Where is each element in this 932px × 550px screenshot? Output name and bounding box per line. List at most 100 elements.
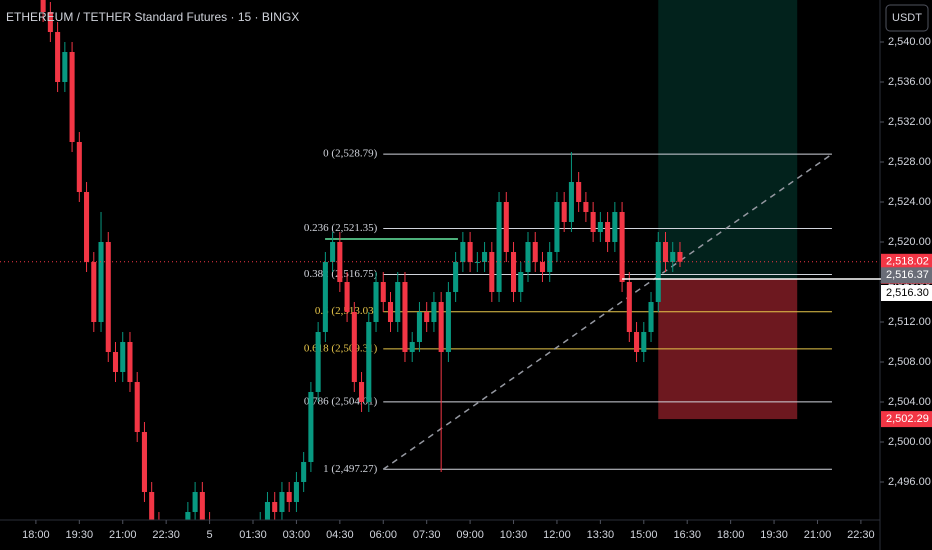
- x-tick-label: 19:30: [760, 529, 788, 541]
- plot-area: 0 (2,528.79)0.236 (2,521.35)0.382 (2,516…: [40, 0, 833, 520]
- candle-body: [482, 252, 488, 262]
- candle-body: [359, 382, 365, 402]
- y-tick-label: 2,520.00: [888, 236, 931, 248]
- candle-body: [576, 182, 582, 202]
- candle-body: [626, 282, 632, 332]
- candle-body: [293, 482, 299, 502]
- y-tick-label: 2,536.00: [888, 76, 931, 88]
- candle-body: [641, 332, 647, 352]
- y-tick-label: 2,504.00: [888, 396, 931, 408]
- candle-body: [525, 242, 531, 272]
- candle-body: [141, 432, 147, 492]
- x-tick-label: 22:30: [152, 529, 180, 541]
- candle-body: [503, 202, 509, 252]
- candle-body: [185, 512, 191, 520]
- x-tick-label: 12:00: [543, 529, 571, 541]
- candle-body: [445, 292, 451, 352]
- x-tick-label: 01:30: [239, 529, 267, 541]
- x-tick-label: 03:00: [283, 529, 311, 541]
- fib-label: 0 (2,528.79): [323, 148, 377, 160]
- candle-body: [409, 342, 415, 352]
- candle-body: [387, 302, 394, 322]
- candle-body: [373, 282, 379, 322]
- chart-title: ETHEREUM / TETHER Standard Futures · 15 …: [6, 10, 299, 24]
- x-tick-label: 21:00: [804, 529, 832, 541]
- x-tick-label: 09:00: [456, 529, 484, 541]
- candle-body: [105, 242, 111, 352]
- candle-body: [308, 392, 314, 462]
- candle-body: [662, 242, 669, 262]
- y-tick-label: 2,508.00: [888, 356, 931, 368]
- candle-body: [655, 242, 661, 302]
- candle-body: [547, 252, 553, 272]
- candle-body: [677, 252, 683, 262]
- x-tick-label: 21:00: [109, 529, 137, 541]
- candle-body: [605, 222, 611, 242]
- x-tick-label: 18:00: [22, 529, 50, 541]
- candle-body: [612, 212, 618, 242]
- fib-label: 0.618 (2,509.31): [304, 342, 378, 354]
- candle-body: [474, 262, 480, 263]
- candle-body: [351, 312, 357, 382]
- candle-body: [264, 502, 271, 520]
- candle-body: [453, 262, 459, 292]
- candle-body: [272, 502, 278, 512]
- candle-body: [337, 242, 343, 282]
- fib-label: 0.236 (2,521.35): [304, 222, 378, 234]
- x-tick-label: 06:00: [369, 529, 397, 541]
- candle-body: [134, 382, 140, 432]
- y-tick-label: 2,540.00: [888, 36, 931, 48]
- candle-body: [301, 462, 307, 482]
- price-label-bg: [881, 411, 932, 428]
- candle-body: [84, 192, 90, 262]
- candle-body: [431, 302, 437, 322]
- x-tick-label: 16:30: [673, 529, 701, 541]
- x-tick-label: 18:00: [717, 529, 745, 541]
- candle-body: [568, 182, 574, 222]
- x-tick-label: 22:30: [847, 529, 875, 541]
- profit-zone: [658, 0, 798, 279]
- currency-button[interactable]: [885, 4, 929, 32]
- candle-body: [76, 142, 82, 192]
- trend-line: [382, 153, 833, 470]
- candle-body: [489, 252, 495, 292]
- candle-body: [192, 492, 198, 512]
- candle-body: [330, 242, 336, 262]
- candle-body: [366, 322, 372, 402]
- candle-body: [112, 352, 119, 372]
- candle-body: [55, 32, 61, 82]
- x-tick-label: 13:30: [587, 529, 615, 541]
- candle-body: [315, 332, 321, 392]
- y-tick-label: 2,512.00: [888, 316, 931, 328]
- candle-body: [62, 52, 68, 82]
- candle-body: [467, 242, 473, 262]
- price-label: 2,516.30: [886, 287, 929, 299]
- y-tick-label: 2,496.00: [888, 476, 931, 488]
- candle-body: [510, 252, 517, 292]
- candle-body: [634, 332, 640, 352]
- candle-body: [279, 492, 285, 512]
- y-tick-label: 2,524.00: [888, 196, 931, 208]
- candle-body: [199, 492, 205, 520]
- candle-body: [554, 202, 560, 252]
- price-label: 2,516.37: [886, 269, 929, 281]
- candle-body: [532, 242, 538, 262]
- candle-body: [539, 262, 546, 272]
- candle-body: [127, 342, 133, 382]
- candle-body: [395, 282, 401, 322]
- x-tick-label: 10:30: [500, 529, 528, 541]
- candle-body: [670, 252, 676, 262]
- currency-button-label[interactable]: USDT: [892, 12, 922, 24]
- candle-body: [120, 342, 126, 372]
- candle-body: [286, 492, 292, 502]
- candle-body: [496, 202, 502, 292]
- price-label-bg: [881, 267, 932, 284]
- candle-body: [380, 282, 386, 302]
- candle-body: [460, 242, 466, 262]
- price-label: 2,518.02: [886, 256, 929, 268]
- y-tick-label: 2,528.00: [888, 156, 931, 168]
- candle-body: [322, 262, 328, 332]
- candle-body: [91, 262, 97, 322]
- candle-body: [149, 492, 155, 520]
